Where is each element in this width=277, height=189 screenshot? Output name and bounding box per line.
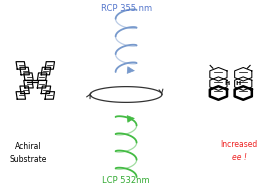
Text: LCP 532nm: LCP 532nm [102,177,150,185]
Text: Achiral: Achiral [15,142,42,151]
Text: RCP 355 nm: RCP 355 nm [101,4,152,12]
Text: H: H [236,81,241,86]
Text: Increased: Increased [220,140,258,149]
Text: Substrate: Substrate [10,155,47,164]
Text: H: H [225,81,230,86]
Text: ee !: ee ! [232,153,247,162]
